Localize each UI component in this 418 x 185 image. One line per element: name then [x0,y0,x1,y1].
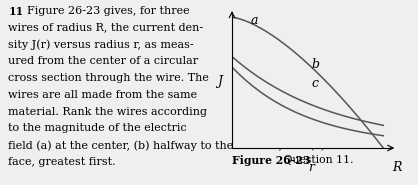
Text: material. Rank the wires according: material. Rank the wires according [8,107,207,117]
Text: Figure 26-23 gives, for three: Figure 26-23 gives, for three [27,6,190,16]
Text: wires are all made from the same: wires are all made from the same [8,90,197,100]
Text: sity J(r) versus radius r, as meas-: sity J(r) versus radius r, as meas- [8,39,194,50]
Text: face, greatest first.: face, greatest first. [8,157,116,167]
Text: R: R [393,161,402,174]
Text: b: b [311,58,319,71]
Text: to the magnitude of the electric: to the magnitude of the electric [8,123,187,133]
Text: ured from the center of a circular: ured from the center of a circular [8,56,199,66]
Text: J: J [217,75,222,88]
Text: a: a [251,14,259,27]
Text: Figure 26-23: Figure 26-23 [232,155,311,166]
Text: c: c [311,77,319,90]
Text: r: r [308,161,314,174]
Text: 11: 11 [8,6,23,16]
Text: cross section through the wire. The: cross section through the wire. The [8,73,209,83]
Text: wires of radius R, the current den-: wires of radius R, the current den- [8,22,204,32]
Text: Question 11.: Question 11. [280,155,354,165]
Text: field (a) at the center, (b) halfway to the surface, and (c) at the sur-: field (a) at the center, (b) halfway to … [8,140,387,151]
